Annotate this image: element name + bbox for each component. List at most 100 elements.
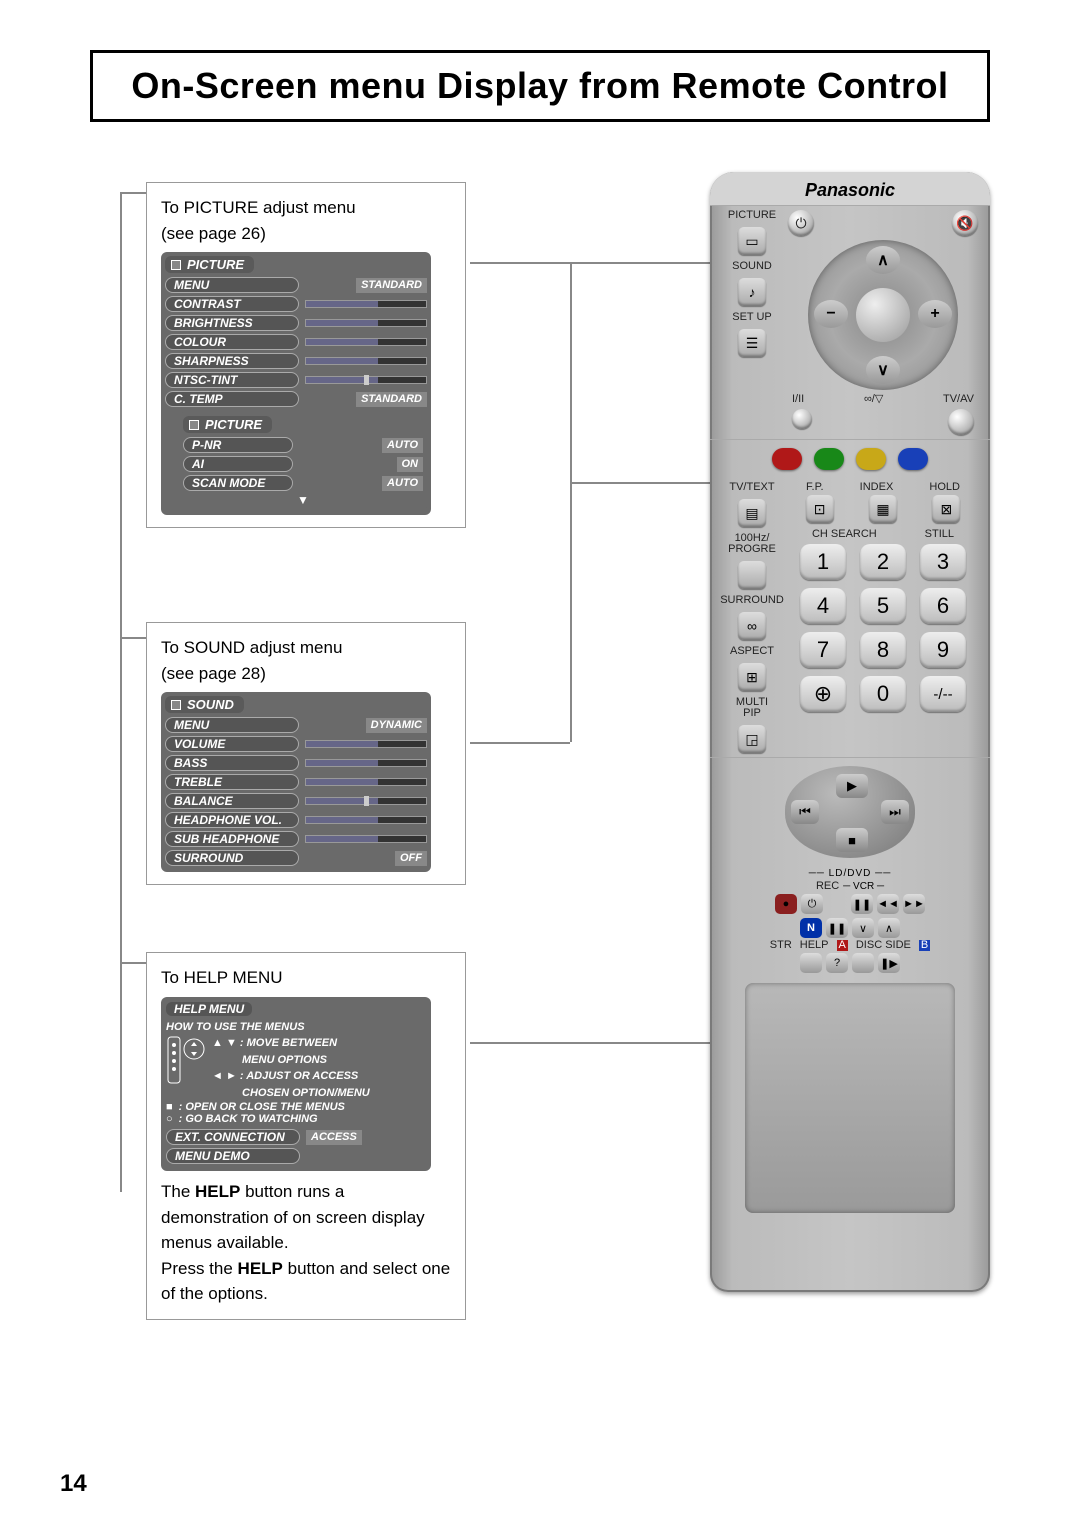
pause-button[interactable]: ❚❚ — [851, 894, 873, 914]
vcr-up-button[interactable]: ∧ — [878, 918, 900, 938]
dpad-right[interactable]: + — [918, 300, 952, 328]
surround-button[interactable]: ∞ — [738, 612, 766, 640]
menu-row-label: BASS — [165, 755, 299, 771]
menu-row-label: SHARPNESS — [165, 353, 299, 369]
slider-icon — [305, 376, 427, 384]
green-button[interactable] — [814, 448, 844, 470]
picture-osd: PICTURE MENUSTANDARDCONTRASTBRIGHTNESSCO… — [161, 252, 431, 515]
aspect-button[interactable]: ⊞ — [738, 663, 766, 691]
disc-b-button[interactable]: ❚▶ — [878, 953, 900, 973]
transport-dpad: ▶ ⏮ ⏭ ■ — [785, 766, 915, 858]
menu-row-value: AUTO — [382, 476, 423, 491]
menu-row-label: P-NR — [183, 437, 293, 453]
connector — [470, 262, 713, 264]
help-button[interactable]: ? — [826, 953, 848, 973]
blue-button[interactable] — [898, 448, 928, 470]
multipip-button[interactable]: ◲ — [738, 725, 766, 753]
num-4-button[interactable]: 4 — [800, 588, 846, 624]
num-1-button[interactable]: 1 — [800, 544, 846, 580]
sound-caption: To SOUND adjust menu (see page 28) — [161, 635, 451, 686]
tvtext-button[interactable]: ▤ — [738, 499, 766, 527]
num-0-button[interactable]: 0 — [860, 676, 906, 712]
forward-button[interactable]: ⏭ — [881, 800, 909, 824]
menu-row-label: SURROUND — [165, 850, 299, 866]
stop-button[interactable]: ■ — [836, 828, 868, 852]
help-menu-box: To HELP MENU HELP MENU HOW TO USE THE ME… — [146, 952, 466, 1320]
num-6-button[interactable]: 6 — [920, 588, 966, 624]
num-8-button[interactable]: 8 — [860, 632, 906, 668]
menu-row-value: ON — [397, 457, 424, 472]
menu-row: HEADPHONE VOL. — [165, 811, 427, 829]
yellow-button[interactable] — [856, 448, 886, 470]
next-button[interactable]: ►► — [903, 894, 925, 914]
picture-menu-box: To PICTURE adjust menu (see page 26) PIC… — [146, 182, 466, 528]
menu-row: AION — [183, 455, 423, 473]
connector — [570, 262, 572, 482]
menu-row: BASS — [165, 754, 427, 772]
vcr-power-button[interactable]: ⏻ — [801, 894, 823, 914]
num-5-button[interactable]: 5 — [860, 588, 906, 624]
menu-row-label: BRIGHTNESS — [165, 315, 299, 331]
dpad-left[interactable]: − — [814, 300, 848, 328]
i-ii-button[interactable] — [792, 409, 812, 429]
menu-row-value: STANDARD — [356, 392, 427, 407]
dpad-down[interactable]: ∨ — [866, 356, 900, 384]
connector — [570, 482, 713, 484]
rewind-button[interactable]: ⏮ — [791, 800, 819, 824]
sound-menu-box: To SOUND adjust menu (see page 28) SOUND… — [146, 622, 466, 885]
menu-demo-pill: MENU DEMO — [166, 1148, 300, 1164]
slider-icon — [305, 300, 427, 308]
remote-lid — [745, 983, 955, 1213]
play-button[interactable]: ▶ — [836, 774, 868, 798]
disc-a-button[interactable] — [852, 953, 874, 973]
vcr-down-button[interactable]: ∨ — [852, 918, 874, 938]
sound-button[interactable]: ♪ — [738, 278, 766, 306]
progre-button[interactable] — [738, 561, 766, 589]
menu-row: MENUSTANDARD — [165, 276, 427, 294]
dpad-center[interactable] — [856, 288, 910, 342]
page-title: On-Screen menu Display from Remote Contr… — [117, 65, 963, 107]
hold-button[interactable]: ⊠ — [932, 495, 960, 523]
n-button[interactable]: N — [800, 918, 822, 938]
menu-row-value: OFF — [395, 851, 427, 866]
menu-row-label: COLOUR — [165, 334, 299, 350]
mute-button[interactable]: 🔇 — [952, 210, 978, 236]
index-button[interactable]: ▦ — [869, 495, 897, 523]
tvav-button[interactable] — [948, 409, 974, 435]
hold-label: HOLD — [929, 482, 960, 493]
fp-button[interactable]: ⊡ — [806, 495, 834, 523]
dpad-up[interactable]: ∧ — [866, 246, 900, 274]
num-9-button[interactable]: 9 — [920, 632, 966, 668]
dash-button[interactable]: -/-- — [920, 676, 966, 712]
num-2-button[interactable]: 2 — [860, 544, 906, 580]
setup-button[interactable]: ☰ — [738, 329, 766, 357]
multipip-label: MULTI PIP — [736, 697, 768, 719]
menu-row-label: NTSC-TINT — [165, 372, 299, 388]
menu-row: SCAN MODEAUTO — [183, 474, 423, 492]
help-osd-header: HELP MENU — [166, 1002, 252, 1016]
sound-label: SOUND — [732, 261, 772, 272]
menu-row-label: CONTRAST — [165, 296, 299, 312]
connector — [470, 742, 570, 744]
rec-button[interactable]: ● — [775, 894, 797, 914]
ext-connection-pill: EXT. CONNECTION — [166, 1129, 300, 1145]
num-3-button[interactable]: 3 — [920, 544, 966, 580]
index-label: INDEX — [860, 482, 894, 493]
menu-row-label: HEADPHONE VOL. — [165, 812, 299, 828]
vcr-pause-button[interactable]: ❚❚ — [826, 918, 848, 938]
str-button[interactable] — [800, 953, 822, 973]
menu-row: VOLUME — [165, 735, 427, 753]
sound-osd: SOUND MENUDYNAMICVOLUMEBASSTREBLEBALANCE… — [161, 692, 431, 872]
menu-row-label: MENU — [165, 277, 299, 293]
setup-label: SET UP — [732, 312, 772, 323]
power-button[interactable]: ⏻ — [788, 210, 814, 236]
menu-row-label: VOLUME — [165, 736, 299, 752]
menu-row: C. TEMPSTANDARD — [165, 390, 427, 408]
red-button[interactable] — [772, 448, 802, 470]
num-7-button[interactable]: 7 — [800, 632, 846, 668]
picture-button[interactable]: ▭ — [738, 227, 766, 255]
progre-label: 100Hz/ PROGRE — [728, 533, 776, 555]
add-button[interactable]: ⊕ — [800, 676, 846, 712]
prev-button[interactable]: ◄◄ — [877, 894, 899, 914]
aspect-label: ASPECT — [730, 646, 774, 657]
